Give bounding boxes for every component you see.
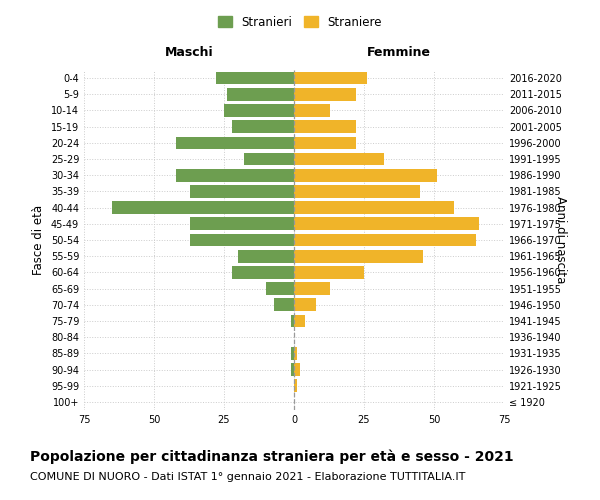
Bar	[294, 363, 299, 376]
Bar	[294, 250, 423, 262]
Bar	[291, 314, 294, 328]
Legend: Stranieri, Straniere: Stranieri, Straniere	[213, 11, 387, 34]
Bar	[232, 266, 294, 278]
Bar	[274, 298, 294, 311]
Bar	[176, 169, 294, 181]
Bar	[190, 218, 294, 230]
Bar	[294, 282, 331, 295]
Bar	[190, 185, 294, 198]
Bar	[294, 152, 383, 166]
Y-axis label: Fasce di età: Fasce di età	[32, 205, 45, 275]
Text: COMUNE DI NUORO - Dati ISTAT 1° gennaio 2021 - Elaborazione TUTTITALIA.IT: COMUNE DI NUORO - Dati ISTAT 1° gennaio …	[30, 472, 466, 482]
Bar	[294, 347, 297, 360]
Bar	[294, 202, 454, 214]
Bar	[294, 136, 356, 149]
Bar	[294, 380, 297, 392]
Bar	[266, 282, 294, 295]
Bar	[224, 104, 294, 117]
Bar	[294, 266, 364, 278]
Bar	[112, 202, 294, 214]
Bar	[244, 152, 294, 166]
Bar	[291, 347, 294, 360]
Bar	[232, 120, 294, 133]
Y-axis label: Anni di nascita: Anni di nascita	[554, 196, 567, 284]
Bar	[294, 120, 356, 133]
Bar	[294, 169, 437, 181]
Bar	[294, 298, 316, 311]
Bar	[294, 88, 356, 101]
Bar	[291, 363, 294, 376]
Bar	[294, 234, 476, 246]
Bar	[294, 218, 479, 230]
Bar	[294, 314, 305, 328]
Bar	[294, 72, 367, 85]
Text: Maschi: Maschi	[164, 46, 214, 59]
Bar	[294, 185, 420, 198]
Bar	[190, 234, 294, 246]
Bar	[176, 136, 294, 149]
Bar	[238, 250, 294, 262]
Bar	[294, 104, 331, 117]
Text: Femmine: Femmine	[367, 46, 431, 59]
Text: Popolazione per cittadinanza straniera per età e sesso - 2021: Popolazione per cittadinanza straniera p…	[30, 450, 514, 464]
Bar	[227, 88, 294, 101]
Bar	[215, 72, 294, 85]
